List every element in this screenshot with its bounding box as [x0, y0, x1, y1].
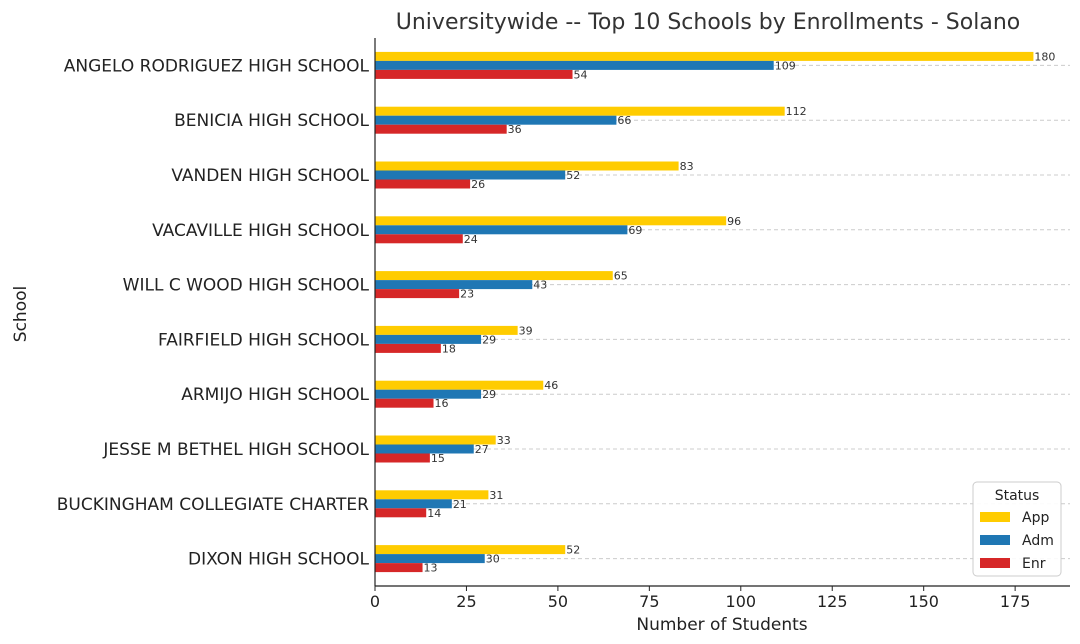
legend-box [972, 481, 1062, 577]
data-label-enr-armijo-high-school: 16 [435, 397, 449, 410]
legend: Status App Adm Enr [972, 481, 1062, 577]
bar-enr-dixon-high-school [375, 563, 423, 573]
bar-adm-fairfield-high-school [375, 334, 482, 344]
data-label-enr-buckingham-collegiate-charter: 14 [427, 507, 441, 520]
bar-app-will-c-wood-high-school [375, 271, 613, 281]
bar-adm-benicia-high-school [375, 115, 617, 125]
legend-swatch-enr [980, 558, 1010, 568]
bar-adm-jesse-m-bethel-high-school [375, 444, 474, 454]
legend-label-enr: Enr [1022, 556, 1046, 572]
bar-enr-will-c-wood-high-school [375, 289, 460, 299]
data-label-adm-dixon-high-school: 30 [486, 553, 500, 566]
category-label-fairfield-high-school: FAIRFIELD HIGH SCHOOL [158, 330, 370, 350]
bar-enr-vanden-high-school [375, 179, 471, 189]
data-label-adm-angelo-rodriguez-high-school: 109 [775, 59, 796, 72]
bar-app-vanden-high-school [375, 161, 679, 171]
bar-adm-vacaville-high-school [375, 225, 628, 235]
bar-adm-buckingham-collegiate-charter [375, 499, 452, 509]
data-label-adm-jesse-m-bethel-high-school: 27 [475, 443, 489, 456]
bar-adm-vanden-high-school [375, 170, 566, 180]
data-label-app-fairfield-high-school: 39 [519, 324, 533, 337]
bar-enr-vacaville-high-school [375, 234, 463, 244]
bar-adm-angelo-rodriguez-high-school [375, 60, 774, 70]
data-label-app-vacaville-high-school: 96 [727, 215, 741, 228]
bar-app-jesse-m-bethel-high-school [375, 435, 496, 445]
x-axis-label: Number of Students [636, 615, 807, 635]
x-tick-label-0: 0 [370, 592, 380, 611]
bar-enr-buckingham-collegiate-charter [375, 508, 427, 518]
category-label-vanden-high-school: VANDEN HIGH SCHOOL [171, 166, 369, 186]
x-tick-label-25: 25 [456, 592, 476, 611]
category-label-jesse-m-bethel-high-school: JESSE M BETHEL HIGH SCHOOL [102, 440, 369, 460]
data-labels: 180 109 54 112 66 36 83 52 26 96 69 24 65 43 23 39 29 18 4… [424, 50, 1056, 574]
legend-label-app: App [1022, 510, 1049, 526]
data-label-enr-will-c-wood-high-school: 23 [460, 288, 474, 301]
data-label-enr-benicia-high-school: 36 [508, 123, 522, 136]
category-label-dixon-high-school: DIXON HIGH SCHOOL [188, 550, 370, 570]
legend-swatch-adm [980, 535, 1010, 545]
bar-enr-benicia-high-school [375, 124, 507, 134]
data-label-app-buckingham-collegiate-charter: 31 [489, 489, 503, 502]
bar-app-buckingham-collegiate-charter [375, 490, 489, 500]
data-label-enr-vanden-high-school: 26 [471, 178, 485, 191]
legend-label-adm: Adm [1022, 533, 1054, 549]
bar-adm-will-c-wood-high-school [375, 280, 533, 290]
x-tick-label-175: 175 [1000, 592, 1031, 611]
bar-app-fairfield-high-school [375, 325, 518, 335]
legend-title: Status [995, 488, 1040, 504]
category-label-angelo-rodriguez-high-school: ANGELO RODRIGUEZ HIGH SCHOOL [64, 56, 370, 76]
data-label-adm-buckingham-collegiate-charter: 21 [453, 498, 467, 511]
grid-lines [375, 64, 1070, 560]
category-labels: ANGELO RODRIGUEZ HIGH SCHOOL BENICIA HIGH… [57, 56, 370, 569]
data-label-enr-fairfield-high-school: 18 [442, 342, 456, 355]
x-tick-label-125: 125 [817, 592, 848, 611]
bar-app-vacaville-high-school [375, 216, 727, 226]
data-label-enr-angelo-rodriguez-high-school: 54 [574, 68, 588, 81]
data-label-adm-vacaville-high-school: 69 [628, 224, 642, 237]
data-label-app-jesse-m-bethel-high-school: 33 [497, 434, 511, 447]
category-label-buckingham-collegiate-charter: BUCKINGHAM COLLEGIATE CHARTER [57, 495, 369, 515]
y-axis-label: School [11, 286, 31, 342]
category-label-benicia-high-school: BENICIA HIGH SCHOOL [174, 111, 369, 131]
chart-title: Universitywide -- Top 10 Schools by Enro… [396, 10, 1020, 35]
data-label-app-vanden-high-school: 83 [680, 160, 694, 173]
data-label-enr-dixon-high-school: 13 [424, 562, 438, 575]
x-tick-label-75: 75 [639, 592, 659, 611]
bars [375, 51, 1034, 573]
category-label-vacaville-high-school: VACAVILLE HIGH SCHOOL [152, 221, 369, 241]
data-label-adm-will-c-wood-high-school: 43 [533, 279, 547, 292]
data-label-app-dixon-high-school: 52 [566, 544, 580, 557]
data-label-app-will-c-wood-high-school: 65 [614, 270, 628, 283]
x-tick-label-50: 50 [548, 592, 568, 611]
data-label-app-angelo-rodriguez-high-school: 180 [1034, 50, 1055, 63]
data-label-adm-armijo-high-school: 29 [482, 388, 496, 401]
bar-app-dixon-high-school [375, 545, 566, 555]
x-tick-label-100: 100 [726, 592, 757, 611]
data-label-adm-benicia-high-school: 66 [617, 114, 631, 127]
category-label-will-c-wood-high-school: WILL C WOOD HIGH SCHOOL [123, 276, 370, 296]
data-label-adm-vanden-high-school: 52 [566, 169, 580, 182]
category-label-armijo-high-school: ARMIJO HIGH SCHOOL [181, 385, 369, 405]
x-tick-label-150: 150 [908, 592, 939, 611]
bar-enr-armijo-high-school [375, 398, 434, 408]
bar-enr-jesse-m-bethel-high-school [375, 453, 430, 463]
bar-adm-dixon-high-school [375, 554, 485, 564]
bar-enr-fairfield-high-school [375, 343, 441, 353]
data-label-app-benicia-high-school: 112 [786, 105, 807, 118]
bar-enr-angelo-rodriguez-high-school [375, 69, 573, 79]
bar-app-angelo-rodriguez-high-school [375, 51, 1034, 61]
legend-swatch-app [980, 512, 1010, 522]
bar-app-benicia-high-school [375, 106, 785, 116]
x-ticks: 0 25 50 75 100 125 150 175 [370, 586, 1030, 611]
bar-adm-armijo-high-school [375, 389, 482, 399]
data-label-enr-jesse-m-bethel-high-school: 15 [431, 452, 445, 465]
data-label-app-armijo-high-school: 46 [544, 379, 558, 392]
data-label-adm-fairfield-high-school: 29 [482, 333, 496, 346]
axes [374, 38, 1070, 587]
data-label-enr-vacaville-high-school: 24 [464, 233, 478, 246]
bar-app-armijo-high-school [375, 380, 544, 390]
